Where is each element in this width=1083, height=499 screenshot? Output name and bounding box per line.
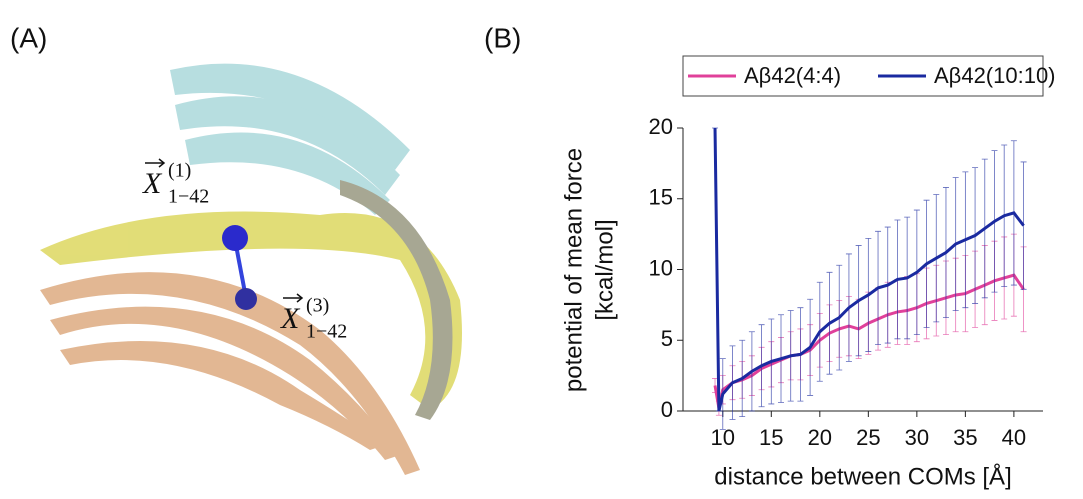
- panel-label: (A): [10, 22, 47, 53]
- strand: [60, 341, 385, 450]
- annotation: X (3) 1−42: [280, 293, 347, 343]
- panel-label: (B): [484, 22, 521, 53]
- atom: [222, 225, 248, 251]
- y-tick-label: 10: [649, 255, 673, 280]
- atom: [235, 288, 257, 310]
- strand: [185, 132, 390, 215]
- y-axis-label: potential of mean force: [560, 148, 587, 392]
- vector-arrow: [158, 158, 166, 168]
- x-tick-label: 25: [856, 425, 880, 450]
- y-tick-label: 20: [649, 114, 673, 139]
- y-tick-label: 15: [649, 185, 673, 210]
- annotation-subscript: 1−42: [168, 186, 209, 208]
- legend-label: Aβ42(4:4): [744, 63, 841, 88]
- series-line: [713, 273, 1025, 409]
- molecule-illustration: [40, 63, 462, 475]
- legend-label: Aβ42(10:10): [934, 63, 1056, 88]
- annotation-superscript: (1): [168, 160, 191, 182]
- x-tick-label: 30: [905, 425, 929, 450]
- annotation-symbol: X: [280, 302, 301, 335]
- error-bar: [1020, 161, 1027, 290]
- y-tick-label: 5: [661, 326, 673, 351]
- y-tick-label: 0: [661, 397, 673, 422]
- x-tick-label: 40: [1002, 425, 1026, 450]
- legend-box: [682, 55, 1044, 97]
- series-line: [713, 127, 1025, 412]
- annotation: X (1) 1−42: [142, 158, 209, 208]
- strand: [340, 180, 453, 420]
- annotation-symbol: X: [142, 167, 163, 200]
- strand: [170, 63, 410, 170]
- x-tick-label: 20: [808, 425, 832, 450]
- vector-arrow: [296, 293, 304, 303]
- annotation-subscript: 1−42: [306, 321, 347, 343]
- strand: [40, 272, 420, 475]
- strand: [50, 306, 400, 460]
- annotation-superscript: (3): [306, 295, 329, 317]
- strand: [175, 96, 400, 195]
- x-tick-label: 15: [759, 425, 783, 450]
- x-tick-label: 35: [953, 425, 977, 450]
- y-axis-label: [kcal/mol]: [591, 219, 618, 320]
- strand: [40, 211, 462, 410]
- x-axis-label: distance between COMs [Å]: [714, 462, 1011, 490]
